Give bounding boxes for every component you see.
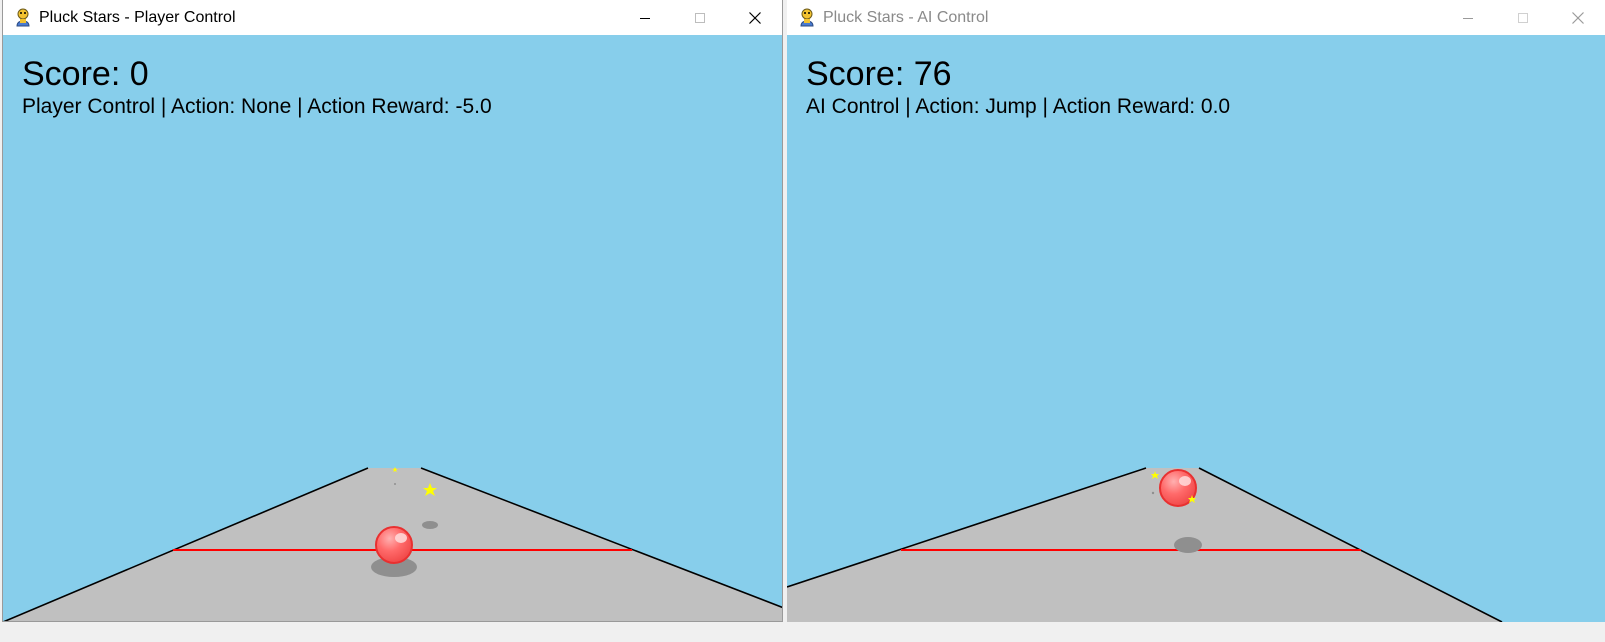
window-title: Pluck Stars - AI Control [823, 8, 989, 26]
red-ball [375, 526, 413, 564]
title-bar[interactable]: Pluck Stars - AI Control [787, 0, 1605, 35]
player-control-window[interactable]: Pluck Stars - Player Control [2, 0, 783, 622]
maximize-icon [1517, 12, 1528, 23]
road-edge-left [3, 467, 369, 621]
close-icon [748, 11, 761, 24]
ball-shadow [371, 557, 417, 577]
star-icon [392, 467, 398, 472]
status-label: Player Control | Action: None | Action R… [22, 95, 492, 118]
pygame-snake-icon [13, 8, 33, 28]
title-bar[interactable]: Pluck Stars - Player Control [3, 0, 782, 35]
star-shadow [422, 521, 438, 529]
status-label: AI Control | Action: Jump | Action Rewar… [806, 95, 1231, 118]
far-object [1151, 491, 1155, 495]
ball-shadow [1174, 537, 1202, 553]
window-title: Pluck Stars - Player Control [39, 8, 236, 26]
star-icon [1188, 495, 1196, 503]
minimize-icon [639, 17, 650, 19]
maximize-button[interactable] [672, 0, 727, 35]
game-canvas[interactable]: Score: 0 Player Control | Action: None |… [3, 35, 782, 621]
close-button[interactable] [1550, 0, 1605, 35]
far-object [394, 483, 396, 485]
road [787, 468, 1502, 622]
star-icon [423, 483, 437, 496]
pygame-snake-icon [797, 8, 817, 28]
close-icon [1571, 11, 1584, 24]
ball-highlight [395, 533, 407, 543]
minimize-button[interactable] [1440, 0, 1495, 35]
game-scene [787, 467, 1503, 622]
road-edge-left [787, 467, 1147, 588]
maximize-icon [694, 12, 705, 23]
ai-control-window[interactable]: Pluck Stars - AI Control [787, 0, 1605, 622]
minimize-button[interactable] [617, 0, 672, 35]
close-button[interactable] [727, 0, 782, 35]
minimize-icon [1462, 17, 1473, 19]
ball-highlight [1179, 476, 1191, 486]
game-canvas[interactable]: Score: 76 AI Control | Action: Jump | Ac… [787, 35, 1605, 622]
game-scene [3, 467, 782, 621]
road-edge-right [1198, 467, 1503, 622]
maximize-button[interactable] [1495, 0, 1550, 35]
score-label: Score: 76 [806, 55, 952, 93]
score-label: Score: 0 [22, 55, 149, 93]
road-edge-right [420, 467, 782, 609]
star-icon [1151, 471, 1159, 479]
